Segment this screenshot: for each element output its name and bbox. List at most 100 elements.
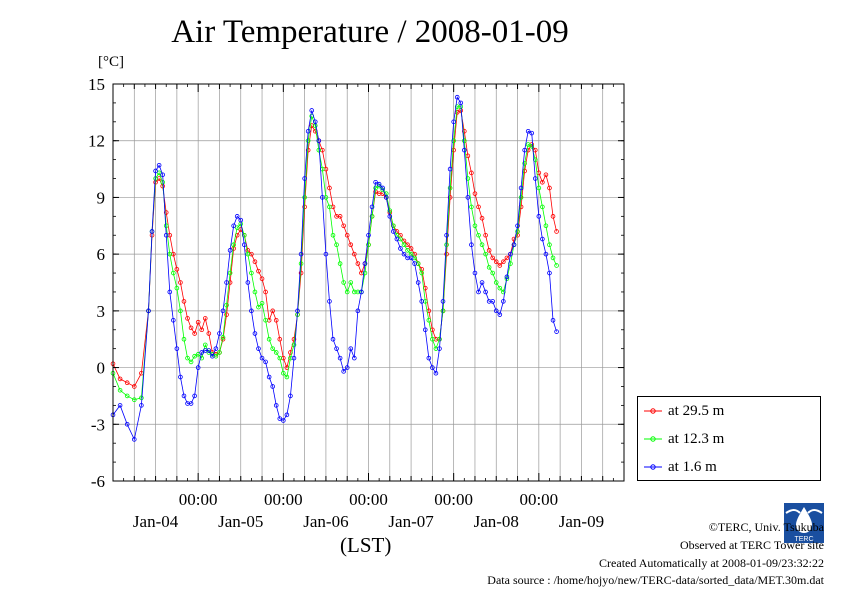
data-point	[266, 374, 272, 380]
data-point	[398, 246, 403, 251]
data-point	[493, 259, 499, 265]
data-point	[199, 350, 205, 355]
data-point	[550, 255, 556, 261]
data-point	[259, 300, 265, 306]
series-line	[112, 106, 557, 401]
credit-created: Created Automatically at 2008-01-09/23:3…	[599, 556, 824, 570]
data-point	[245, 251, 251, 257]
data-point	[401, 242, 407, 247]
data-point	[139, 395, 144, 401]
grid-lines	[113, 84, 624, 481]
data-point	[469, 170, 474, 176]
chart-title: Air Temperature / 2008-01-09	[171, 14, 569, 50]
data-point	[124, 380, 130, 385]
data-point	[181, 336, 187, 342]
data-point	[486, 265, 492, 270]
data-point	[124, 393, 130, 399]
data-point	[160, 172, 165, 178]
credit-observed: Observed at TERC Tower site	[679, 538, 824, 552]
data-point	[206, 348, 212, 353]
data-point	[391, 229, 396, 234]
data-point	[362, 261, 368, 266]
data-point	[131, 397, 137, 403]
data-point	[458, 100, 464, 106]
data-point	[518, 195, 524, 200]
data-point	[291, 336, 297, 342]
data-point	[199, 355, 205, 361]
data-point	[199, 327, 205, 333]
data-point	[185, 316, 190, 321]
data-point	[391, 223, 396, 229]
data-point	[298, 251, 304, 257]
data-point	[330, 336, 336, 342]
data-point	[348, 280, 354, 285]
data-point	[543, 251, 549, 257]
data-point	[284, 374, 290, 380]
data-point	[149, 229, 155, 234]
date-label: Jan-05	[218, 512, 263, 531]
data-point	[188, 325, 194, 331]
data-point	[483, 289, 488, 295]
data-point	[444, 242, 449, 247]
data-point	[408, 255, 414, 261]
data-point	[401, 251, 407, 257]
legend-item-29-5m: at 29.5 m	[644, 401, 724, 421]
data-point	[163, 232, 169, 238]
data-point	[295, 308, 300, 314]
data-point	[490, 270, 496, 276]
data-point	[227, 270, 233, 276]
data-point	[195, 365, 201, 370]
y-tick-label: 12	[88, 132, 105, 151]
data-point	[543, 223, 549, 229]
data-point	[156, 162, 162, 168]
y-tick-label: 15	[88, 75, 105, 94]
data-point	[334, 242, 339, 247]
data-point	[185, 355, 190, 361]
data-point	[493, 280, 499, 285]
data-point	[380, 185, 385, 191]
y-tick-label: 6	[97, 245, 106, 264]
data-point	[178, 374, 183, 380]
date-label: Jan-04	[133, 512, 179, 531]
data-point	[192, 393, 197, 399]
data-point	[252, 289, 258, 295]
data-point	[472, 270, 478, 276]
data-point	[540, 204, 545, 210]
data-point	[259, 276, 265, 282]
data-point	[547, 242, 552, 247]
data-point	[362, 270, 368, 276]
data-point	[256, 268, 261, 274]
data-point	[437, 346, 442, 351]
y-axis-unit-label: [°C]	[98, 54, 124, 70]
data-point	[469, 204, 474, 210]
data-point	[337, 355, 343, 361]
data-point	[312, 119, 318, 125]
data-point	[550, 214, 556, 219]
data-point	[220, 335, 226, 340]
data-point	[451, 119, 456, 125]
data-point	[355, 308, 361, 314]
data-point	[359, 289, 364, 295]
data-point	[316, 147, 322, 153]
data-point	[153, 168, 158, 174]
data-point	[447, 185, 453, 191]
data-point	[483, 251, 488, 257]
data-point	[288, 393, 293, 399]
data-point	[501, 289, 506, 295]
data-point	[139, 403, 144, 408]
data-point	[543, 172, 549, 178]
data-point	[462, 147, 467, 153]
data-point	[337, 261, 343, 266]
data-point	[238, 217, 244, 223]
data-point	[387, 214, 393, 219]
data-point	[426, 318, 432, 323]
x-tick-label: 00:00	[434, 490, 473, 509]
y-tick-label: 9	[97, 188, 106, 207]
data-point	[263, 318, 268, 323]
data-point	[469, 242, 474, 247]
series-0	[110, 108, 559, 389]
data-point	[202, 342, 208, 348]
y-tick-label: 0	[97, 359, 106, 378]
data-point	[376, 181, 382, 187]
